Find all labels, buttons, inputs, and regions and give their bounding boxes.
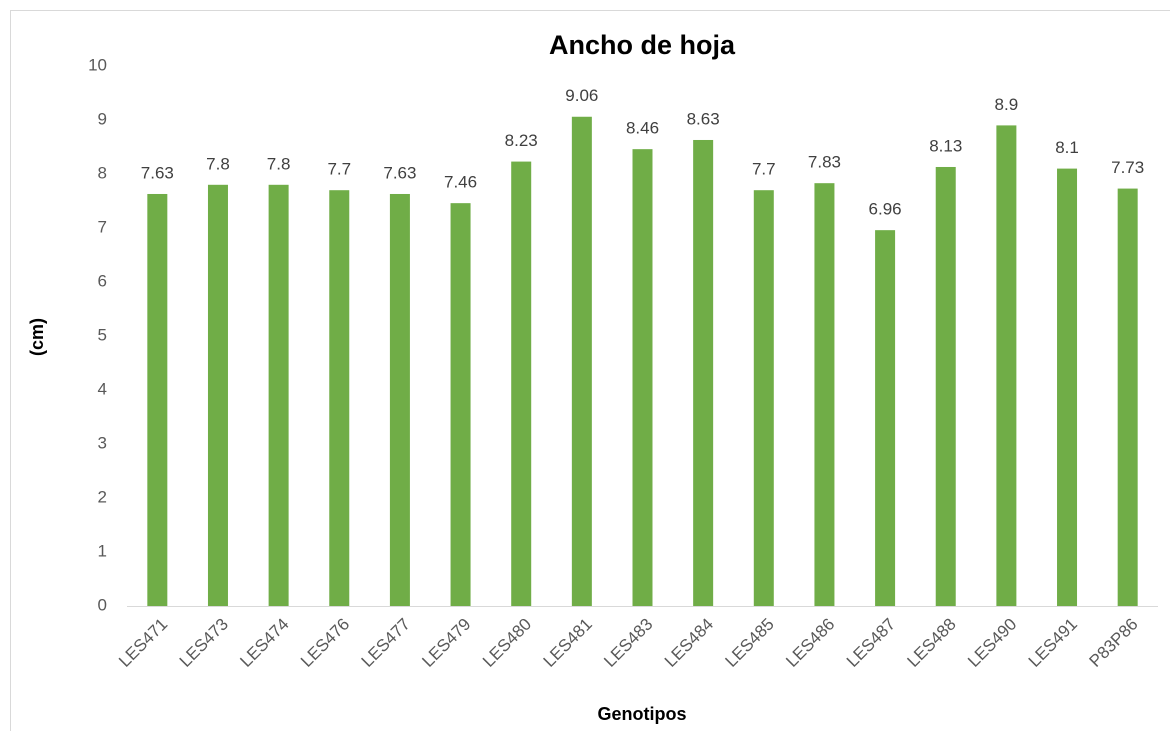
y-tick-label: 7 (98, 217, 107, 236)
bar (329, 190, 350, 606)
data-label: 7.73 (1111, 158, 1144, 177)
data-label: 7.63 (383, 163, 416, 182)
data-label: 7.83 (808, 153, 841, 172)
y-tick-label: 9 (98, 109, 107, 128)
bar (389, 193, 410, 607)
x-tick-label: LES477 (358, 615, 414, 671)
x-tick-label: LES486 (782, 615, 838, 671)
x-axis-label: Genotipos (598, 704, 687, 724)
bar (450, 203, 471, 606)
x-tick-label: LES473 (176, 615, 232, 671)
bar (571, 116, 592, 606)
x-tick-label: LES488 (904, 615, 960, 671)
x-tick-label: P83P86 (1085, 615, 1141, 671)
data-label: 8.13 (929, 136, 962, 155)
data-label: 8.23 (505, 131, 538, 150)
x-tick-label: LES481 (540, 615, 596, 671)
bar (814, 183, 835, 606)
chart-frame (10, 10, 1170, 731)
y-tick-label: 0 (98, 595, 107, 614)
x-tick-label: LES480 (479, 615, 535, 671)
y-tick-label: 4 (98, 379, 107, 398)
y-tick-label: 8 (98, 163, 107, 182)
bar (511, 161, 532, 606)
data-label: 7.7 (752, 160, 776, 179)
x-tick-label: LES484 (661, 615, 717, 671)
y-tick-label: 3 (98, 433, 107, 452)
bar (935, 166, 956, 607)
y-tick-label: 1 (98, 541, 107, 560)
x-tick-label: LES491 (1025, 615, 1081, 671)
data-label: 9.06 (565, 86, 598, 105)
y-axis-label: (cm) (27, 318, 47, 356)
data-label: 6.96 (869, 200, 902, 219)
data-label: 8.63 (687, 109, 720, 128)
bar (268, 184, 289, 607)
x-tick-label: LES490 (964, 615, 1020, 671)
y-tick-label: 10 (88, 55, 107, 74)
y-tick-label: 2 (98, 487, 107, 506)
x-tick-label: LES474 (236, 615, 292, 671)
bar (207, 184, 228, 607)
bar (147, 193, 168, 607)
y-tick-label: 6 (98, 271, 107, 290)
bar (996, 125, 1017, 607)
bar (753, 190, 774, 606)
bar (1057, 168, 1078, 606)
bar (632, 149, 653, 606)
data-label: 7.7 (327, 160, 351, 179)
x-tick-label: LES483 (600, 615, 656, 671)
data-label: 8.46 (626, 119, 659, 138)
y-tick-label: 5 (98, 325, 107, 344)
data-label: 7.63 (141, 163, 174, 182)
data-label: 8.1 (1055, 138, 1079, 157)
data-label: 7.8 (206, 154, 230, 173)
x-tick-label: LES471 (115, 615, 171, 671)
x-tick-label: LES479 (418, 615, 474, 671)
x-tick-label: LES487 (843, 615, 899, 671)
data-label: 7.8 (267, 154, 291, 173)
bar (1117, 188, 1138, 606)
x-tick-label: LES485 (722, 615, 778, 671)
x-tick-label: LES476 (297, 615, 353, 671)
bar (693, 139, 714, 607)
data-label: 8.9 (995, 95, 1019, 114)
bar (875, 230, 896, 606)
data-label: 7.46 (444, 173, 477, 192)
chart-title: Ancho de hoja (549, 30, 736, 60)
